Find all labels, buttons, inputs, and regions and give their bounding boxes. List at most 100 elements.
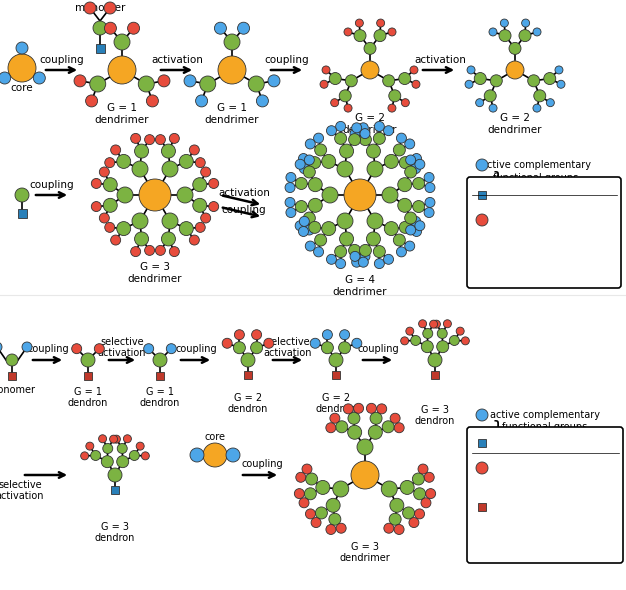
Text: inactive (protected): inactive (protected) (488, 215, 584, 225)
Circle shape (146, 95, 158, 107)
Circle shape (110, 435, 118, 443)
Circle shape (382, 421, 394, 433)
Circle shape (315, 144, 327, 156)
Text: selective: selective (100, 337, 144, 347)
Text: functional groups: functional groups (493, 173, 578, 183)
Circle shape (374, 122, 384, 132)
Circle shape (305, 473, 317, 485)
Text: }: } (492, 470, 505, 490)
Circle shape (268, 75, 280, 87)
Circle shape (33, 72, 45, 84)
Circle shape (72, 344, 81, 353)
Circle shape (489, 104, 497, 112)
Circle shape (309, 156, 321, 169)
Circle shape (555, 66, 563, 74)
Circle shape (299, 217, 309, 227)
Circle shape (390, 499, 404, 512)
Circle shape (208, 178, 218, 188)
Circle shape (139, 179, 171, 211)
Circle shape (428, 353, 442, 367)
Circle shape (476, 99, 484, 107)
Circle shape (162, 213, 178, 229)
Circle shape (456, 327, 464, 335)
Circle shape (144, 344, 154, 353)
Circle shape (111, 235, 121, 245)
Circle shape (352, 123, 362, 133)
Circle shape (388, 104, 396, 112)
Circle shape (366, 404, 376, 414)
Circle shape (103, 178, 117, 192)
Circle shape (413, 473, 424, 485)
Circle shape (101, 455, 113, 468)
Circle shape (208, 202, 218, 212)
Circle shape (86, 95, 98, 107)
Text: G = 4: G = 4 (345, 275, 375, 285)
Text: inactive (orthogonally: inactive (orthogonally (491, 463, 598, 473)
Text: coupling: coupling (175, 344, 217, 354)
Circle shape (329, 73, 341, 84)
Circle shape (476, 409, 488, 421)
Circle shape (285, 198, 295, 208)
Bar (244, 371, 252, 379)
Circle shape (105, 22, 116, 34)
Circle shape (130, 451, 140, 460)
Circle shape (155, 245, 165, 255)
Text: dendron: dendron (140, 398, 180, 408)
Circle shape (337, 213, 353, 229)
Text: G = 1: G = 1 (217, 103, 247, 113)
Circle shape (384, 126, 394, 136)
Circle shape (100, 167, 110, 177)
Circle shape (406, 327, 414, 335)
Text: activation: activation (98, 348, 146, 358)
Text: dendrimer: dendrimer (340, 553, 391, 563)
Circle shape (404, 166, 417, 178)
Circle shape (344, 179, 376, 211)
Circle shape (405, 241, 415, 251)
Text: G = 3: G = 3 (351, 542, 379, 552)
Circle shape (352, 338, 362, 348)
Circle shape (295, 159, 305, 169)
Circle shape (354, 30, 366, 42)
Circle shape (327, 126, 336, 136)
Circle shape (533, 28, 541, 36)
Circle shape (295, 472, 305, 482)
Circle shape (128, 22, 140, 34)
Circle shape (384, 523, 394, 533)
Circle shape (167, 344, 177, 353)
Circle shape (22, 342, 32, 352)
Bar (478, 191, 486, 199)
Circle shape (100, 213, 110, 223)
Circle shape (381, 481, 398, 497)
Circle shape (403, 507, 414, 519)
Circle shape (145, 245, 155, 255)
Circle shape (305, 241, 316, 251)
Circle shape (337, 161, 353, 177)
Text: dendron: dendron (228, 404, 268, 414)
Circle shape (394, 525, 404, 535)
Text: G = 3: G = 3 (101, 522, 129, 532)
Circle shape (521, 19, 530, 27)
Circle shape (131, 133, 141, 143)
Circle shape (0, 342, 2, 352)
Text: dendron: dendron (95, 533, 135, 543)
Circle shape (91, 202, 101, 212)
Circle shape (103, 198, 117, 212)
Circle shape (400, 480, 414, 494)
Circle shape (90, 76, 106, 92)
Circle shape (411, 336, 421, 346)
Circle shape (401, 99, 409, 107)
Circle shape (476, 214, 488, 226)
Circle shape (349, 133, 361, 146)
Circle shape (116, 455, 129, 468)
Circle shape (308, 178, 322, 192)
Circle shape (234, 330, 244, 340)
Circle shape (382, 187, 398, 203)
Circle shape (316, 480, 330, 494)
Circle shape (347, 425, 362, 440)
Circle shape (326, 423, 336, 432)
Circle shape (6, 354, 18, 366)
Circle shape (326, 525, 336, 535)
Circle shape (299, 153, 309, 163)
Circle shape (81, 353, 95, 367)
Circle shape (249, 76, 264, 92)
